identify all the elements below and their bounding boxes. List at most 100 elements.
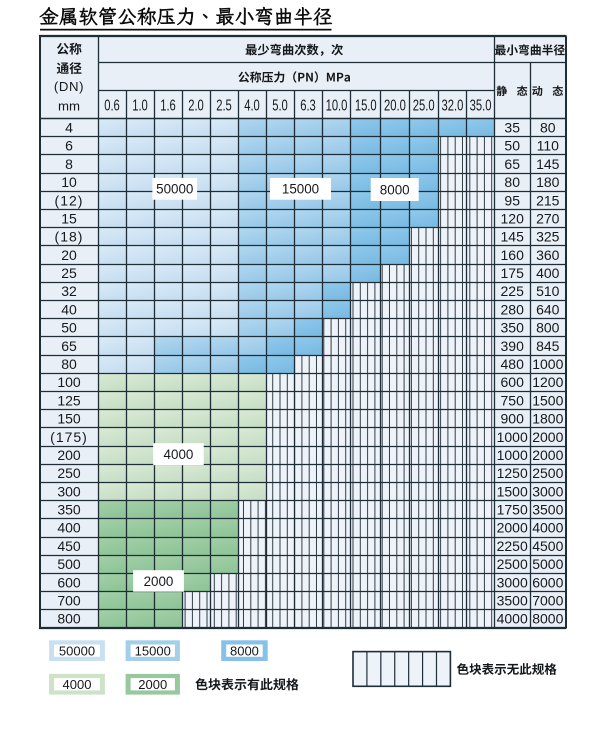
svg-text:(12): (12) xyxy=(55,192,84,208)
svg-text:175: 175 xyxy=(501,265,525,281)
svg-text:35: 35 xyxy=(504,119,520,135)
svg-text:400: 400 xyxy=(536,265,560,281)
svg-text:160: 160 xyxy=(501,247,525,263)
svg-text:1.6: 1.6 xyxy=(160,97,176,114)
svg-text:3000: 3000 xyxy=(532,483,563,499)
svg-text:215: 215 xyxy=(536,192,560,208)
svg-text:80: 80 xyxy=(540,119,556,135)
svg-text:280: 280 xyxy=(501,301,525,317)
svg-text:200: 200 xyxy=(57,447,81,463)
svg-text:32: 32 xyxy=(61,283,77,299)
svg-text:510: 510 xyxy=(536,283,560,299)
svg-text:1250: 1250 xyxy=(497,465,528,481)
svg-text:7000: 7000 xyxy=(532,593,563,609)
svg-text:100: 100 xyxy=(57,374,81,390)
svg-text:500: 500 xyxy=(57,556,81,572)
svg-text:225: 225 xyxy=(501,283,525,299)
svg-text:8000: 8000 xyxy=(532,611,563,627)
svg-text:6: 6 xyxy=(65,138,73,154)
svg-text:8: 8 xyxy=(65,156,73,172)
svg-text:25: 25 xyxy=(61,265,77,281)
svg-text:800: 800 xyxy=(536,320,560,336)
svg-text:900: 900 xyxy=(501,411,525,427)
svg-text:2000: 2000 xyxy=(497,520,528,536)
svg-text:1500: 1500 xyxy=(497,483,528,499)
svg-text:1000: 1000 xyxy=(532,356,563,372)
svg-text:2000: 2000 xyxy=(532,447,563,463)
svg-text:450: 450 xyxy=(57,538,81,554)
svg-text:4000: 4000 xyxy=(63,677,92,692)
svg-text:2000: 2000 xyxy=(144,574,174,589)
svg-text:15000: 15000 xyxy=(282,182,319,197)
svg-text:640: 640 xyxy=(536,301,560,317)
svg-text:2000: 2000 xyxy=(138,677,167,692)
svg-text:(DN): (DN) xyxy=(54,79,84,94)
svg-text:4000: 4000 xyxy=(497,611,528,627)
svg-text:4000: 4000 xyxy=(164,447,194,462)
svg-text:360: 360 xyxy=(536,247,560,263)
svg-text:150: 150 xyxy=(57,411,81,427)
svg-text:10.0: 10.0 xyxy=(326,97,348,114)
svg-text:3500: 3500 xyxy=(532,502,563,518)
svg-text:300: 300 xyxy=(57,483,81,499)
svg-text:125: 125 xyxy=(57,392,81,408)
svg-text:480: 480 xyxy=(501,356,525,372)
svg-text:5.0: 5.0 xyxy=(272,97,288,114)
svg-text:95: 95 xyxy=(504,192,520,208)
svg-text:845: 845 xyxy=(536,338,560,354)
svg-text:1750: 1750 xyxy=(497,502,528,518)
svg-text:2500: 2500 xyxy=(497,556,528,572)
svg-text:50: 50 xyxy=(504,138,520,154)
svg-text:145: 145 xyxy=(536,156,560,172)
svg-text:120: 120 xyxy=(501,210,525,226)
svg-text:10: 10 xyxy=(61,174,77,190)
svg-text:4500: 4500 xyxy=(532,538,563,554)
svg-text:3500: 3500 xyxy=(497,593,528,609)
svg-text:65: 65 xyxy=(504,156,520,172)
svg-text:25.0: 25.0 xyxy=(413,97,435,114)
svg-text:20.0: 20.0 xyxy=(384,97,406,114)
svg-text:400: 400 xyxy=(57,520,81,536)
svg-text:4000: 4000 xyxy=(532,520,563,536)
svg-text:50000: 50000 xyxy=(59,643,95,658)
svg-text:35.0: 35.0 xyxy=(470,97,492,114)
svg-text:1000: 1000 xyxy=(497,429,528,445)
svg-text:110: 110 xyxy=(537,138,560,154)
svg-text:750: 750 xyxy=(501,392,525,408)
svg-text:8000: 8000 xyxy=(230,643,259,658)
svg-text:20: 20 xyxy=(61,247,77,263)
svg-text:(175): (175) xyxy=(50,429,88,445)
svg-text:600: 600 xyxy=(57,574,81,590)
svg-text:15.0: 15.0 xyxy=(355,97,377,114)
svg-text:1.0: 1.0 xyxy=(132,97,148,114)
svg-text:1500: 1500 xyxy=(532,392,563,408)
svg-text:2500: 2500 xyxy=(532,465,563,481)
svg-text:80: 80 xyxy=(61,356,77,372)
svg-text:50: 50 xyxy=(61,320,77,336)
svg-text:270: 270 xyxy=(536,210,560,226)
svg-text:65: 65 xyxy=(61,338,77,354)
svg-text:5000: 5000 xyxy=(532,556,563,572)
svg-text:32.0: 32.0 xyxy=(441,97,463,114)
svg-text:6.3: 6.3 xyxy=(300,97,316,114)
svg-text:800: 800 xyxy=(57,611,81,627)
svg-text:6000: 6000 xyxy=(532,574,563,590)
svg-text:0.6: 0.6 xyxy=(104,97,120,114)
svg-text:390: 390 xyxy=(501,338,525,354)
svg-text:80: 80 xyxy=(504,174,520,190)
svg-text:325: 325 xyxy=(536,229,560,245)
svg-text:8000: 8000 xyxy=(380,182,410,197)
svg-text:350: 350 xyxy=(501,320,525,336)
svg-text:40: 40 xyxy=(61,301,77,317)
svg-text:2.5: 2.5 xyxy=(216,97,232,114)
svg-text:600: 600 xyxy=(501,374,525,390)
svg-text:700: 700 xyxy=(57,593,81,609)
svg-text:2000: 2000 xyxy=(532,429,563,445)
svg-text:15: 15 xyxy=(61,210,77,226)
svg-text:4.0: 4.0 xyxy=(244,97,260,114)
svg-text:1800: 1800 xyxy=(532,411,563,427)
svg-text:350: 350 xyxy=(57,502,81,518)
svg-text:180: 180 xyxy=(536,174,560,190)
svg-text:145: 145 xyxy=(501,229,525,245)
svg-text:4: 4 xyxy=(65,119,73,135)
